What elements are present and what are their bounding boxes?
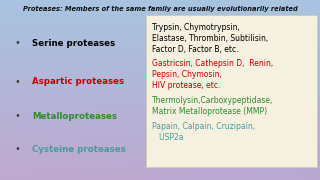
Text: Metalloproteases: Metalloproteases xyxy=(32,112,117,121)
Text: •: • xyxy=(15,111,20,121)
Text: Proteases: Members of the same family are usually evolutionarily related: Proteases: Members of the same family ar… xyxy=(23,6,297,12)
Text: Pepsin, Chymosin,: Pepsin, Chymosin, xyxy=(152,70,222,79)
Text: Thermolysin,Carboxypeptidase,: Thermolysin,Carboxypeptidase, xyxy=(152,96,273,105)
Text: Trypsin, Chymotrypsin,: Trypsin, Chymotrypsin, xyxy=(152,23,240,32)
Text: Aspartic proteases: Aspartic proteases xyxy=(32,77,124,86)
Text: Papain, Calpain, Cruzipain,: Papain, Calpain, Cruzipain, xyxy=(152,122,255,131)
Text: Gastricsin, Cathepsin D,  Renin,: Gastricsin, Cathepsin D, Renin, xyxy=(152,59,273,68)
Text: HIV protease, etc.: HIV protease, etc. xyxy=(152,81,220,90)
Text: Factor D, Factor B, etc.: Factor D, Factor B, etc. xyxy=(152,45,238,54)
Text: •: • xyxy=(15,77,20,87)
Text: Serine proteases: Serine proteases xyxy=(32,39,115,48)
Text: Elastase, Thrombin, Subtilisin,: Elastase, Thrombin, Subtilisin, xyxy=(152,34,268,43)
Text: •: • xyxy=(15,38,20,48)
Text: Matrix Metalloprotease (MMP): Matrix Metalloprotease (MMP) xyxy=(152,107,267,116)
Text: •: • xyxy=(15,144,20,154)
Text: USP2a: USP2a xyxy=(152,133,183,142)
FancyBboxPatch shape xyxy=(146,15,317,167)
Text: Cysteine proteases: Cysteine proteases xyxy=(32,145,126,154)
